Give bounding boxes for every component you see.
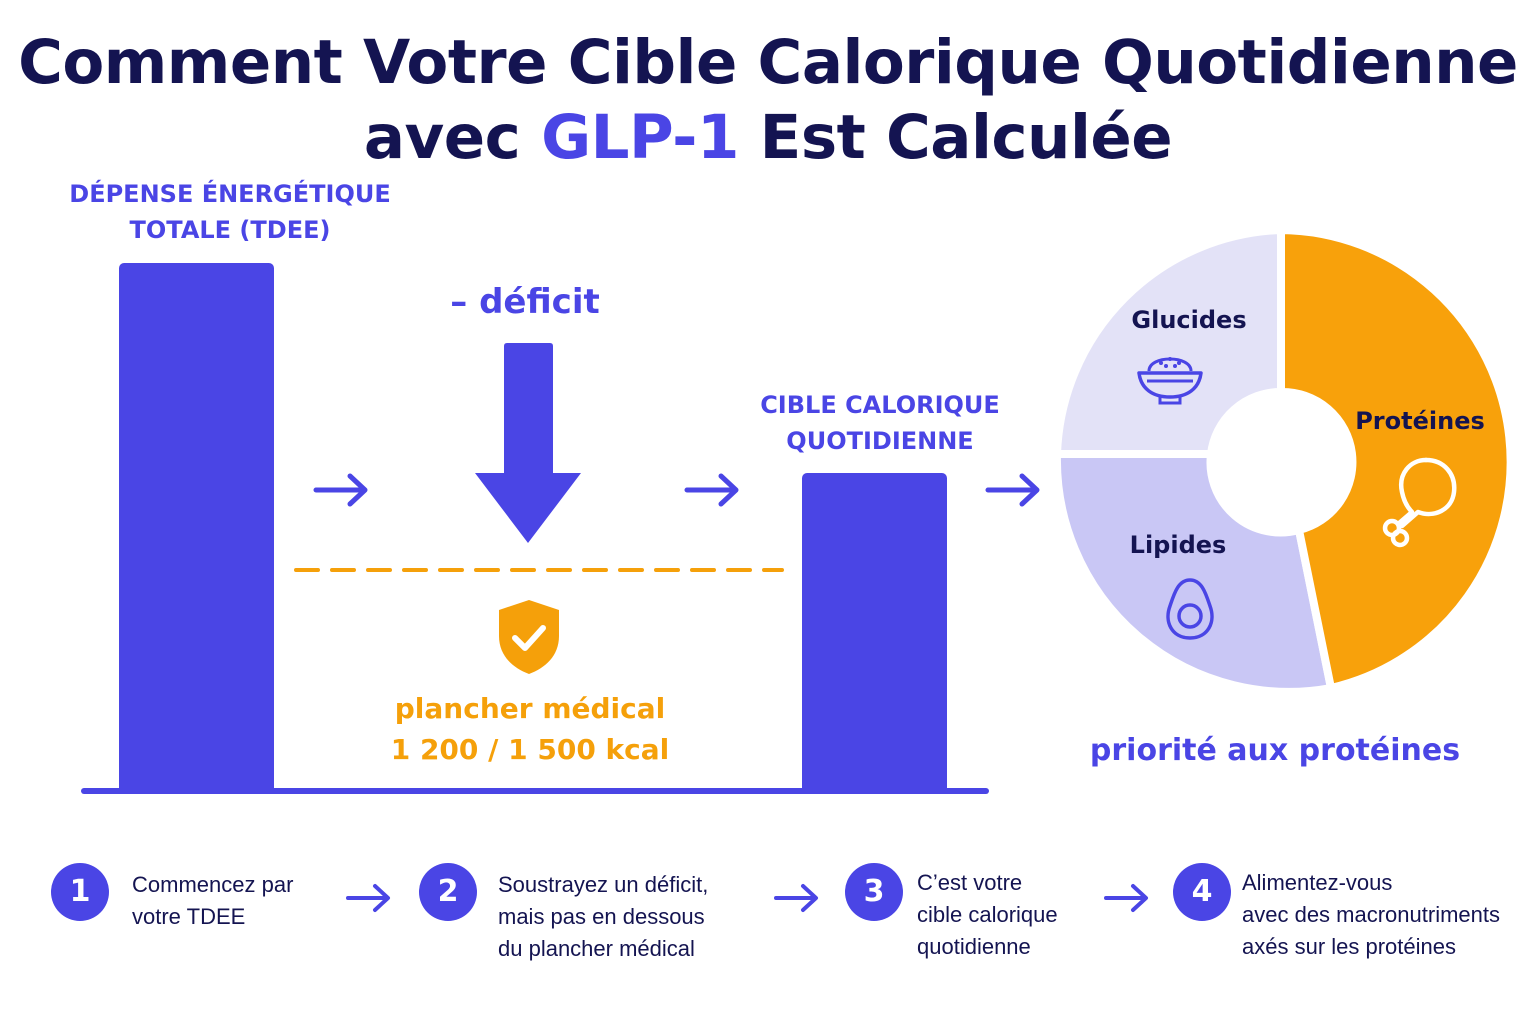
step-1-text: Commencez par votre TDEE	[132, 869, 293, 933]
title-suffix: Est Calculée	[738, 102, 1173, 173]
step-4-badge: 4	[1173, 863, 1231, 921]
arrow-right-icon	[684, 473, 739, 507]
step-4-line1: Alimentez-vous	[1242, 870, 1393, 895]
step-3-badge: 3	[845, 863, 903, 921]
step-3-line3: quotidienne	[917, 934, 1031, 959]
target-label-line1: CIBLE CALORIQUE	[760, 391, 1000, 419]
arrow-right-icon	[985, 473, 1040, 507]
step-4-line3: axés sur les protéines	[1242, 934, 1456, 959]
fats-segment	[1055, 450, 1336, 696]
tdee-label-line2: TOTALE (TDEE)	[129, 216, 331, 244]
target-label-line2: QUOTIDIENNE	[786, 427, 974, 455]
step-2-text: Soustrayez un déficit, mais pas en desso…	[498, 869, 708, 965]
step-arrow-icon	[346, 884, 390, 912]
rice-bowl-icon	[1137, 357, 1203, 405]
step-1-line2: votre TDEE	[132, 904, 246, 929]
baseline-axis	[81, 788, 989, 794]
arrow-right-icon	[313, 473, 368, 507]
avocado-icon	[1166, 578, 1214, 640]
protein-label: Protéines	[1355, 407, 1485, 435]
step-3-line2: cible calorique	[917, 902, 1058, 927]
target-label: CIBLE CALORIQUE QUOTIDIENNE	[730, 387, 1030, 459]
deficit-label: – déficit	[450, 282, 600, 322]
protein-segment	[1277, 225, 1510, 693]
step-2-line2: mais pas en dessous	[498, 904, 705, 929]
carbs-segment	[1055, 225, 1285, 458]
fats-label: Lipides	[1129, 531, 1227, 559]
shield-check-icon	[499, 600, 559, 674]
step-4-line2: avec des macronutriments	[1242, 902, 1500, 927]
chicken-leg-icon	[1382, 457, 1457, 548]
page-title-line2: avec GLP-1 Est Calculée	[0, 107, 1536, 168]
title-prefix: avec	[363, 102, 542, 173]
step-2-badge: 2	[419, 863, 477, 921]
step-3-text: C’est votre cible calorique quotidienne	[917, 867, 1058, 963]
tdee-label: DÉPENSE ÉNERGÉTIQUE TOTALE (TDEE)	[40, 176, 420, 248]
step-3-line1: C’est votre	[917, 870, 1023, 895]
step-1-line1: Commencez par	[132, 872, 294, 897]
macro-donut-chart	[1055, 225, 1510, 696]
step-arrow-icon	[1104, 884, 1148, 912]
tdee-label-line1: DÉPENSE ÉNERGÉTIQUE	[69, 180, 391, 208]
tdee-bar	[119, 263, 274, 790]
carbs-label: Glucides	[1131, 306, 1247, 334]
step-arrow-icon	[774, 884, 818, 912]
target-bar	[802, 473, 947, 790]
step-2-line1: Soustrayez un déficit,	[498, 872, 709, 897]
step-4-text: Alimentez-vous avec des macronutriments …	[1242, 867, 1500, 963]
arrow-down-icon	[475, 343, 581, 543]
floor-value: 1 200 / 1 500 kcal	[390, 733, 670, 766]
step-1-badge: 1	[51, 863, 109, 921]
priority-caption: priorité aux protéines	[1089, 733, 1461, 768]
page-title-line1: Comment Votre Cible Calorique Quotidienn…	[18, 27, 1518, 98]
floor-label: plancher médical	[394, 692, 666, 725]
title-accent: GLP-1	[541, 102, 739, 173]
step-2-line3: du plancher médical	[498, 936, 695, 961]
medical-floor-line	[294, 568, 784, 572]
